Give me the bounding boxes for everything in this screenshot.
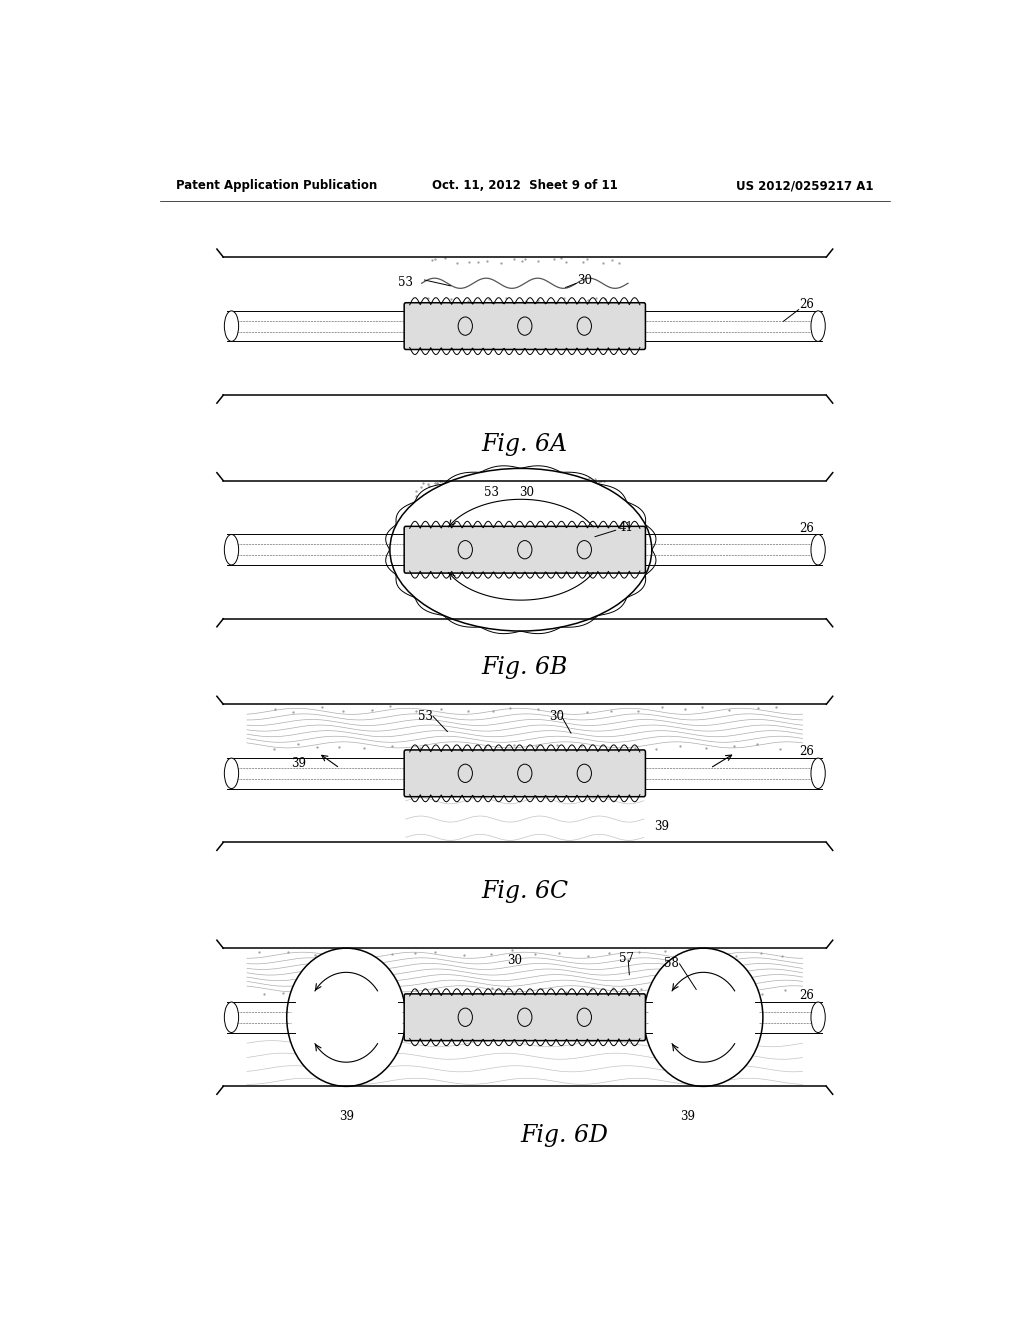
Ellipse shape [224, 312, 239, 342]
Text: 39: 39 [291, 756, 306, 770]
Ellipse shape [644, 948, 763, 1086]
Ellipse shape [811, 535, 825, 565]
Ellipse shape [224, 535, 239, 565]
Text: Fig. 6D: Fig. 6D [520, 1123, 608, 1147]
FancyBboxPatch shape [404, 302, 645, 350]
Text: 39: 39 [339, 1110, 353, 1123]
Text: 30: 30 [519, 486, 534, 499]
Text: 58: 58 [665, 957, 679, 970]
Text: Oct. 11, 2012  Sheet 9 of 11: Oct. 11, 2012 Sheet 9 of 11 [432, 180, 617, 193]
Ellipse shape [224, 1002, 239, 1032]
Text: 41: 41 [618, 521, 634, 533]
Text: 26: 26 [799, 746, 814, 759]
Text: 30: 30 [577, 273, 592, 286]
Ellipse shape [811, 758, 825, 788]
Text: 30: 30 [549, 710, 564, 723]
FancyBboxPatch shape [404, 750, 645, 797]
Text: 57: 57 [618, 952, 634, 965]
Ellipse shape [811, 1002, 825, 1032]
Ellipse shape [287, 948, 406, 1086]
Ellipse shape [224, 758, 239, 788]
Text: 53: 53 [398, 276, 414, 289]
Text: Patent Application Publication: Patent Application Publication [176, 180, 377, 193]
Text: Fig. 6B: Fig. 6B [481, 656, 568, 678]
Text: 53: 53 [484, 486, 499, 499]
Text: Fig. 6A: Fig. 6A [482, 433, 567, 455]
FancyBboxPatch shape [404, 527, 645, 573]
Text: 30: 30 [507, 954, 522, 966]
Text: Fig. 6C: Fig. 6C [481, 879, 568, 903]
Text: US 2012/0259217 A1: US 2012/0259217 A1 [736, 180, 873, 193]
Text: 26: 26 [799, 521, 814, 535]
FancyBboxPatch shape [404, 994, 645, 1040]
Text: 26: 26 [799, 990, 814, 1002]
Text: 39: 39 [680, 1110, 695, 1123]
Text: 26: 26 [799, 298, 814, 312]
Text: 39: 39 [653, 820, 669, 833]
Ellipse shape [390, 469, 652, 631]
Ellipse shape [811, 312, 825, 342]
Text: 53: 53 [418, 710, 433, 723]
